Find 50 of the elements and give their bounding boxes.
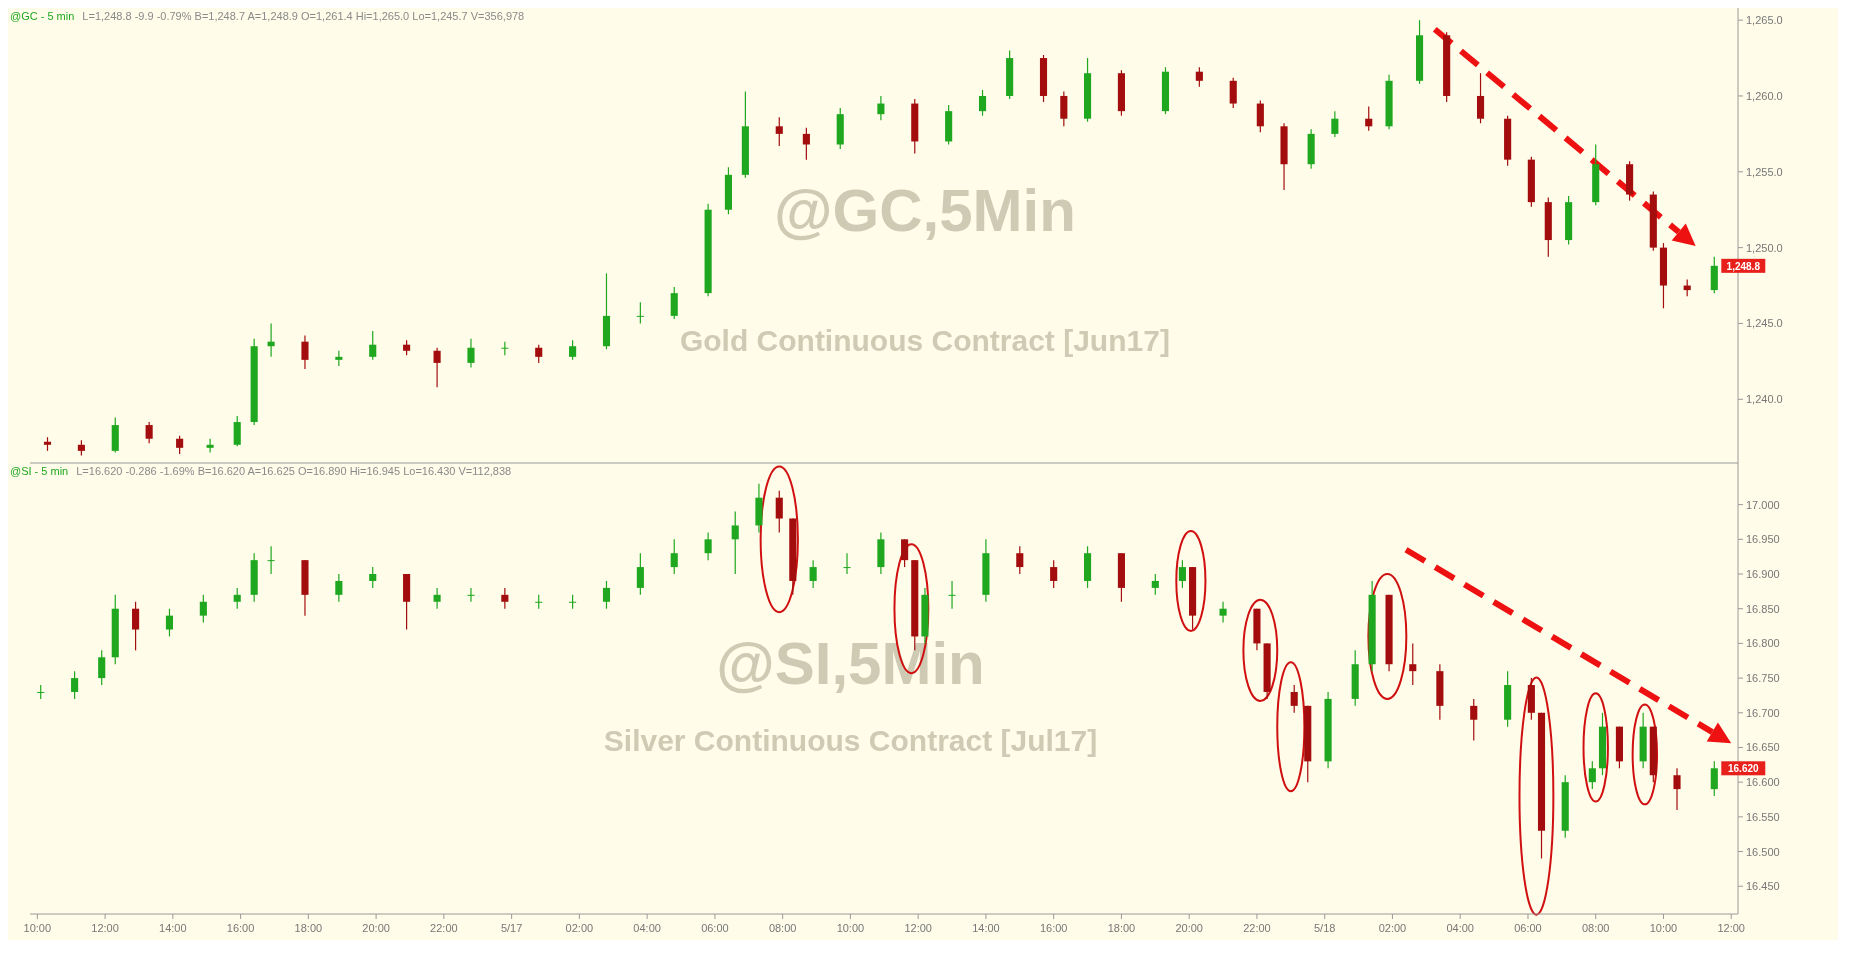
y-tick-label: 16.550	[1746, 810, 1780, 823]
x-tick-label: 22:00	[430, 922, 458, 934]
x-tick-label: 06:00	[1514, 922, 1542, 934]
y-tick-label: 16.600	[1746, 776, 1780, 789]
x-tick-label: 14:00	[159, 922, 187, 934]
x-tick-label: 22:00	[1243, 922, 1271, 934]
x-tick-label: 08:00	[768, 922, 797, 934]
x-tick-label: 18:00	[294, 922, 323, 934]
x-tick-label: 10:00	[23, 922, 52, 934]
y-tick-label: 16.900	[1746, 568, 1780, 581]
x-tick-label: 16:00	[226, 922, 255, 934]
y-tick-label: 1,240.0	[1746, 393, 1783, 406]
x-tick-label: 12:00	[91, 922, 119, 934]
y-tick-label: 1,255.0	[1746, 165, 1783, 178]
chart-subtitle: L=1,248.8 -9.9 -0.79% B=1,248.7 A=1,248.9 O=1,261.4 Hi=1,265.0 Lo=1,245.7 V=356,978	[82, 10, 525, 22]
y-tick-label: 1,260.0	[1746, 89, 1783, 102]
y-tick-label: 1,250.0	[1746, 241, 1783, 254]
y-tick-label: 16.950	[1746, 533, 1780, 546]
x-tick-label: 02:00	[1378, 922, 1407, 934]
y-tick-label: 16.500	[1746, 845, 1780, 858]
x-tick-label: 04:00	[633, 922, 661, 934]
y-tick-label: 16.750	[1746, 672, 1780, 685]
y-tick-label: 1,265.0	[1746, 14, 1783, 27]
y-tick-label: 16.650	[1746, 741, 1780, 754]
x-tick-label: 12:00	[1717, 922, 1745, 934]
y-tick-label: 16.850	[1746, 602, 1780, 615]
x-tick-label: 08:00	[1581, 922, 1610, 934]
y-tick-label: 16.800	[1746, 637, 1780, 650]
x-tick-label: 02:00	[565, 922, 594, 934]
x-tick-label: 12:00	[904, 922, 932, 934]
annotation: 16.620	[1727, 763, 1760, 775]
y-tick-label: 1,245.0	[1746, 317, 1783, 330]
x-tick-label: 16:00	[1039, 922, 1068, 934]
chart-title: @GC - 5 min	[10, 10, 75, 22]
chart-title: @SI - 5 min	[10, 465, 69, 477]
chart-subtitle: L=16.620 -0.286 -1.69% B=16.620 A=16.625 O=16.890 Hi=16.945 Lo=16.430 V=112,838	[76, 465, 512, 477]
x-tick-label: 04:00	[1446, 922, 1474, 934]
y-tick-label: 17.000	[1746, 498, 1780, 511]
x-tick-label: 18:00	[1107, 922, 1136, 934]
x-tick-label: 14:00	[972, 922, 1000, 934]
y-tick-label: 16.700	[1746, 706, 1780, 719]
x-tick-label: 06:00	[701, 922, 729, 934]
x-tick-label: 20:00	[1175, 922, 1203, 934]
y-tick-label: 16.450	[1746, 880, 1780, 893]
x-tick-label: 5/18	[1313, 922, 1336, 934]
x-tick-label: 20:00	[362, 922, 390, 934]
x-tick-label: 10:00	[1649, 922, 1678, 934]
x-tick-label: 10:00	[836, 922, 865, 934]
x-tick-label: 5/17	[500, 922, 523, 934]
annotation: 1,248.8	[1726, 260, 1761, 272]
